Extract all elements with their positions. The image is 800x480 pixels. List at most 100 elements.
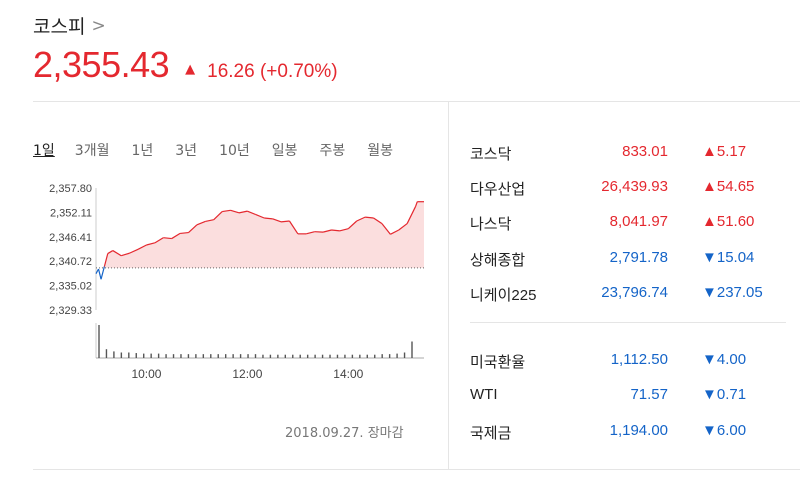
change-value: 0.71 <box>716 386 747 403</box>
price-line-segment <box>196 220 206 226</box>
market-row-kosdaq[interactable]: 코스닥 833.01 ▲5.17 <box>470 143 790 167</box>
market-name: 다우산업 <box>470 181 526 198</box>
price-line-segment <box>97 268 102 280</box>
divider-bottom <box>33 469 800 470</box>
market-row-shanghai[interactable]: 상해종합 2,791.78 ▼15.04 <box>470 249 790 273</box>
market-change: ▲5.17 <box>702 143 746 160</box>
tab-3m[interactable]: 3개월 <box>74 143 110 159</box>
market-name: 상해종합 <box>470 252 526 269</box>
price-line-segment <box>205 219 214 223</box>
market-row-nikkei[interactable]: 니케이225 23,796.74 ▼237.05 <box>470 284 790 308</box>
market-change: ▼15.04 <box>702 249 754 266</box>
intraday-chart: 2,357.80 2,352.11 2,346.41 2,340.72 2,335.02… <box>49 183 424 381</box>
market-name: 미국환율 <box>470 354 526 371</box>
y-tick-label: 2,352.11 <box>50 207 92 219</box>
change-value: 4.00 <box>716 351 747 368</box>
price-line-segment <box>112 250 122 257</box>
y-tick-label: 2,329.33 <box>49 305 92 317</box>
price-line-segment <box>356 216 366 222</box>
market-name: WTI <box>470 386 498 403</box>
divider-vertical <box>448 102 449 469</box>
price-line-segment <box>398 223 408 231</box>
price-line-segment <box>255 214 265 219</box>
tab-daily[interactable]: 일봉 <box>271 143 298 159</box>
market-value: 71.57 <box>630 386 668 403</box>
price-line-segment <box>238 210 248 214</box>
price-line-segment <box>213 211 223 221</box>
tab-3y[interactable]: 3년 <box>175 143 198 159</box>
x-tick-label: 14:00 <box>333 367 363 381</box>
tab-1d[interactable]: 1일 <box>33 143 55 159</box>
change-value: 15.04 <box>716 249 755 266</box>
price-line-segment <box>280 220 290 223</box>
market-row-dow[interactable]: 다우산업 26,439.93 ▲54.65 <box>470 178 790 202</box>
price-line-segment <box>230 209 240 214</box>
price-line-segment <box>288 220 299 235</box>
tab-weekly[interactable]: 주봉 <box>319 143 346 159</box>
price-line-segment <box>222 209 231 213</box>
x-tick-label: 10:00 <box>131 367 161 381</box>
y-tick-label: 2,346.41 <box>49 232 92 244</box>
price-line-segment <box>121 252 130 257</box>
market-value: 1,112.50 <box>610 351 668 368</box>
y-tick-label: 2,335.02 <box>49 281 92 293</box>
price-line-segment <box>107 250 114 255</box>
price-line-segment <box>180 231 189 235</box>
price-change: 16.26 (+0.70%) <box>207 61 338 82</box>
price-line-segment <box>373 217 383 225</box>
price-line-segment <box>381 223 391 235</box>
market-name: 나스닥 <box>470 216 512 233</box>
arrow-icon: ▼ <box>702 422 717 439</box>
market-value: 833.01 <box>622 143 668 160</box>
y-tick-label: 2,357.80 <box>49 183 92 195</box>
change-value: 5.17 <box>716 143 747 160</box>
price-line-segment <box>247 210 257 216</box>
market-name: 국제금 <box>470 425 512 442</box>
arrow-icon: ▼ <box>702 351 717 368</box>
divider-middle <box>470 322 786 323</box>
market-value: 8,041.97 <box>609 213 668 230</box>
market-value: 1,194.00 <box>609 422 668 439</box>
change-value: 6.00 <box>716 422 747 439</box>
tab-10y[interactable]: 10년 <box>219 143 250 159</box>
change-value: 54.65 <box>716 178 755 195</box>
price-line-segment <box>322 229 332 233</box>
price-line-segment <box>415 201 418 207</box>
price-line-segment <box>264 217 273 220</box>
x-tick-label: 12:00 <box>232 367 262 381</box>
market-change: ▼4.00 <box>702 351 746 368</box>
price-line-segment <box>406 206 417 224</box>
price-line-segment <box>347 220 358 230</box>
market-value: 2,791.78 <box>609 249 668 266</box>
arrow-icon: ▼ <box>702 386 717 403</box>
price-line-segment <box>365 216 374 219</box>
price-line-segment <box>306 231 315 235</box>
area-fill <box>96 201 424 268</box>
index-title-link[interactable]: 코스피 > <box>33 12 106 39</box>
arrow-icon: ▲ <box>702 213 717 230</box>
tab-monthly[interactable]: 월봉 <box>367 143 394 159</box>
chevron-right-icon: > <box>91 15 106 36</box>
current-price: 2,355.43 <box>33 44 170 85</box>
arrow-icon: ▲ <box>702 178 717 195</box>
price-line-segment <box>171 232 181 240</box>
price-line-segment <box>272 218 282 223</box>
market-row-nasdaq[interactable]: 나스닥 8,041.97 ▲51.60 <box>470 213 790 237</box>
price-line-segment <box>129 248 139 254</box>
chart-date-status: 2018.09.27. 장마감 <box>285 426 404 441</box>
arrow-icon: ▼ <box>702 249 717 266</box>
tab-1y[interactable]: 1년 <box>131 143 154 159</box>
price-line-segment <box>146 242 156 246</box>
market-name: 코스닥 <box>470 146 512 163</box>
price-line-segment <box>390 229 400 235</box>
market-row-gold[interactable]: 국제금 1,194.00 ▼6.00 <box>470 422 790 446</box>
market-row-wti[interactable]: WTI 71.57 ▼0.71 <box>470 386 790 410</box>
arrow-icon: ▲ <box>702 143 717 160</box>
price-line-segment <box>154 237 164 244</box>
divider-top <box>33 101 800 102</box>
arrow-up-icon: ▲ <box>185 62 196 77</box>
index-title: 코스피 <box>33 16 86 38</box>
market-name: 니케이225 <box>470 287 537 304</box>
market-row-usd-krw[interactable]: 미국환율 1,112.50 ▼4.00 <box>470 351 790 375</box>
change-value: 51.60 <box>716 213 755 230</box>
